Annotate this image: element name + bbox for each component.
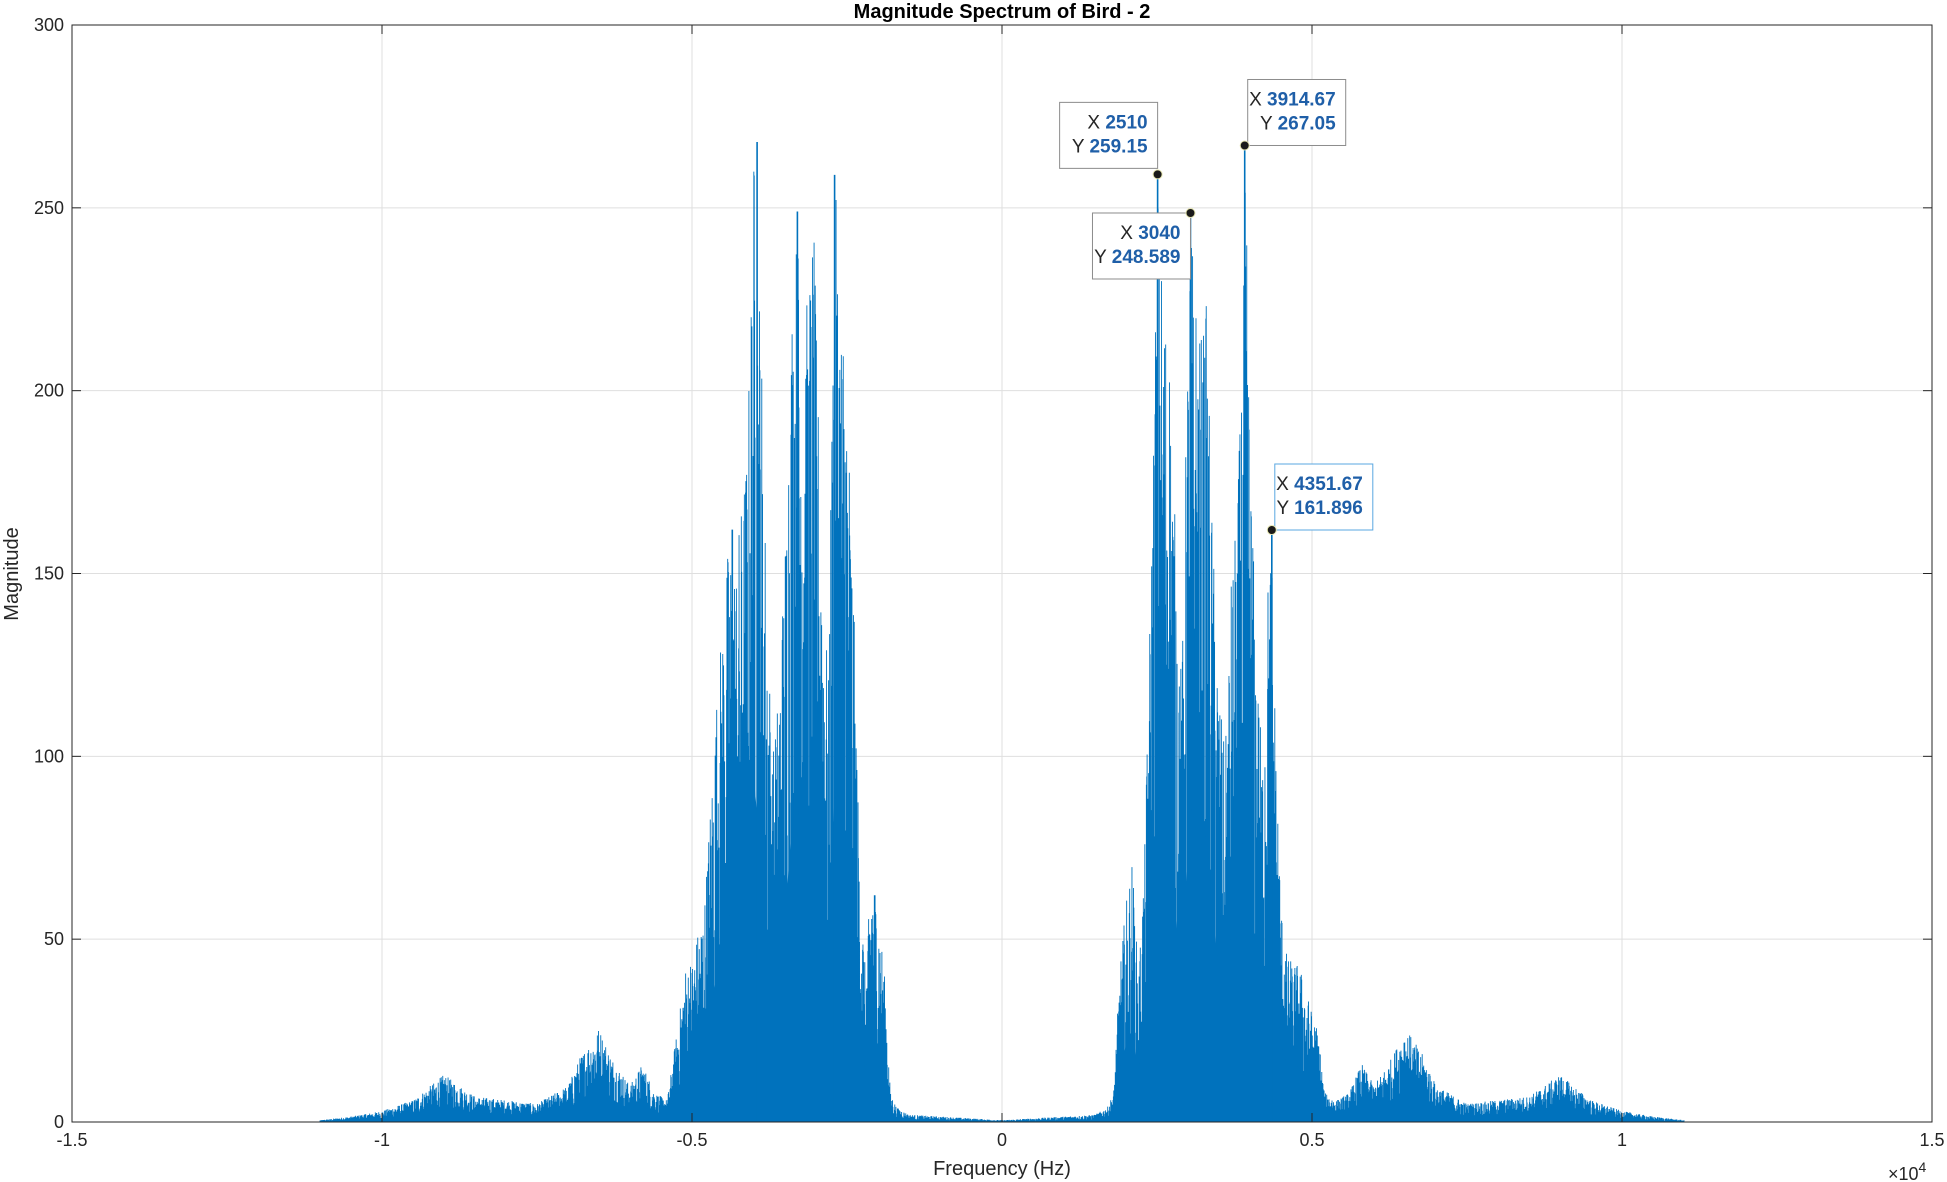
y-tick-label: 0 (54, 1112, 64, 1132)
x-tick-label: 1.5 (1919, 1130, 1944, 1150)
datatip-y-value: 259.15 (1089, 136, 1148, 157)
chart-title: Magnitude Spectrum of Bird - 2 (854, 1, 1151, 23)
series-magnitude (319, 142, 1685, 1122)
datatip-y-value: 267.05 (1278, 113, 1337, 134)
datatip-y-key: Y (1094, 247, 1112, 268)
datatip-x-line: X 2510 (1087, 112, 1147, 133)
datatip-y-value: 161.896 (1294, 498, 1363, 519)
y-tick-label: 50 (44, 929, 64, 949)
datatip-box (1274, 463, 1374, 531)
datatip-x-line: X 4351.67 (1276, 474, 1363, 495)
datatip-y-line: Y 259.15 (1072, 136, 1148, 157)
x-tick-label: 0.5 (1299, 1130, 1324, 1150)
datatip-x-key: X (1249, 89, 1267, 110)
datatip-y-value: 248.589 (1112, 247, 1181, 268)
datatip-x-key: X (1276, 474, 1294, 495)
datatip-marker[interactable] (1185, 207, 1196, 218)
y-tick-label: 150 (34, 564, 64, 584)
datatip-marker[interactable] (1239, 140, 1250, 151)
datatip-y-key: Y (1277, 498, 1295, 519)
datatip-x-value: 3040 (1138, 223, 1180, 244)
x-tick-label: 1 (1617, 1130, 1627, 1150)
x-tick-label: -1 (374, 1130, 390, 1150)
x-axis-title: Frequency (Hz) (933, 1158, 1071, 1180)
datatip-x-key: X (1120, 223, 1138, 244)
datatip-x-value: 4351.67 (1294, 474, 1363, 495)
datatip[interactable]: X 4351.67 Y 161.896 (1266, 463, 1374, 536)
datatip-y-key: Y (1072, 136, 1090, 157)
datatip-y-line: Y 161.896 (1277, 498, 1363, 519)
grid (72, 25, 1932, 1122)
datatips: X 2510 Y 259.15 X 3040 Y 248.589 X 3914.67 Y … (1059, 78, 1374, 536)
datatip-box (1247, 78, 1347, 146)
y-tick-label: 100 (34, 746, 64, 766)
datatip[interactable]: X 3914.67 Y 267.05 (1239, 78, 1347, 151)
y-tick-label: 250 (34, 198, 64, 218)
datatip-box (1091, 212, 1191, 280)
x-tick-label: -0.5 (676, 1130, 707, 1150)
datatip-x-value: 2510 (1105, 112, 1147, 133)
datatip-x-line: X 3914.67 (1249, 89, 1336, 110)
datatip-box (1059, 101, 1159, 169)
datatip-y-line: Y 248.589 (1094, 247, 1180, 268)
datatip-marker[interactable] (1152, 169, 1163, 180)
datatip[interactable]: X 2510 Y 259.15 (1059, 101, 1163, 180)
y-tick-label: 300 (34, 15, 64, 35)
x-exponent-base: ×10 (1888, 1164, 1919, 1182)
y-axis-title: Magnitude (1, 527, 23, 620)
datatip-x-value: 3914.67 (1267, 89, 1336, 110)
y-tick-label: 200 (34, 381, 64, 401)
axis-ticks: -1.5 -1 -0.5 0 0.5 1 1.5 0 50 100 150 200 250 300 (34, 15, 1945, 1150)
datatip-x-line: X 3040 (1120, 223, 1180, 244)
datatip-y-line: Y 267.05 (1260, 113, 1336, 134)
x-axis-exponent: ×104 (1888, 1159, 1927, 1182)
datatip-y-key: Y (1260, 113, 1278, 134)
x-tick-label: -1.5 (56, 1130, 87, 1150)
datatip[interactable]: X 3040 Y 248.589 (1091, 207, 1196, 280)
x-tick-label: 0 (997, 1130, 1007, 1150)
x-exponent-power: 4 (1919, 1159, 1927, 1175)
datatip-marker[interactable] (1266, 525, 1277, 536)
datatip-x-key: X (1087, 112, 1105, 133)
